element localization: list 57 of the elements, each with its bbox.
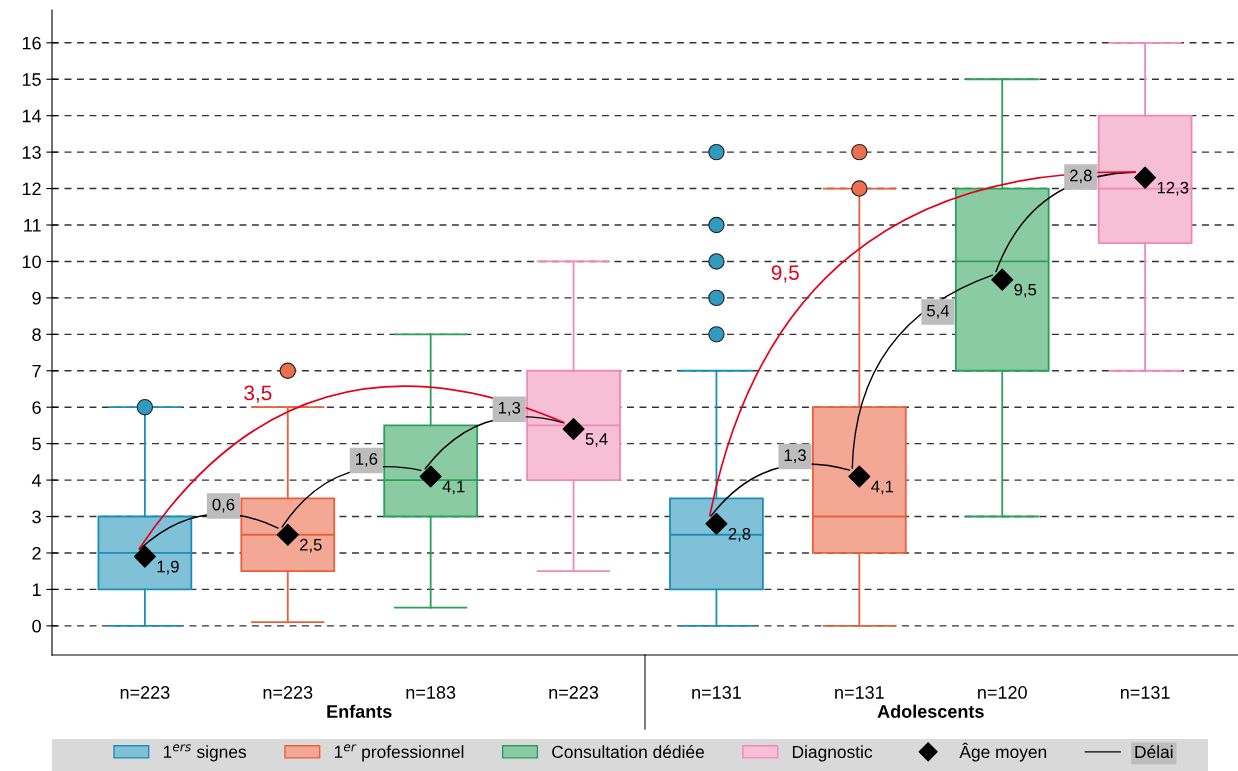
annotation: 1,3 [784, 449, 806, 464]
data-label: 9,5 [1014, 283, 1037, 298]
data-label: 5,4 [585, 433, 608, 447]
y-tick-label: 4 [31, 474, 42, 487]
legend-label: 1$^{ers}$ signes [163, 744, 247, 762]
x-tick-label: n=223 [263, 686, 313, 699]
legend-label: 1$^{er}$ professionnel [334, 744, 464, 762]
y-tick-label: 15 [22, 73, 41, 86]
y-tick-label: 14 [22, 109, 42, 123]
x-tick-label: n=120 [978, 686, 1027, 699]
data-label: 2,5 [300, 538, 322, 553]
point [562, 418, 585, 441]
y-tick-label: 16 [22, 36, 41, 50]
point [991, 268, 1014, 291]
y-tick-label: 10 [22, 255, 41, 269]
point [133, 545, 156, 568]
annotation: 1,6 [356, 453, 378, 467]
x-tick-label: n=223 [549, 686, 599, 699]
annotation: 9,5 [771, 265, 799, 283]
data-label: 4,1 [442, 480, 465, 495]
annotation: 2,8 [1070, 169, 1092, 184]
x-tick-label: n=223 [120, 686, 170, 699]
y-tick-label: 9 [32, 291, 41, 305]
y-tick-label: 6 [32, 401, 41, 414]
y-tick-label: 8 [32, 328, 41, 342]
point [276, 523, 299, 546]
annotation: 3,5 [244, 385, 272, 403]
legend-label: Âge moyen [959, 742, 1047, 762]
y-tick-label: 2 [32, 546, 41, 560]
legend-label: Diagnostic [792, 745, 873, 762]
data-label: 12,3 [1157, 181, 1189, 196]
y-tick-label: 11 [24, 219, 41, 232]
point [1134, 166, 1157, 189]
legend-label: Consultation dédiée [552, 745, 704, 759]
text: Adolescents [877, 704, 984, 718]
x-tick-label: n=131 [1120, 686, 1170, 699]
point [705, 512, 728, 535]
point [848, 465, 871, 488]
y-tick-label: 7 [32, 364, 41, 378]
data-label: 4,1 [871, 480, 894, 495]
y-tick-label: 0 [32, 619, 41, 633]
x-tick-label: n=131 [692, 686, 741, 699]
data-label: 1,9 [157, 560, 179, 575]
annotation: 5,4 [927, 304, 950, 319]
annotation: 1,3 [498, 401, 521, 416]
annotation: 0,6 [212, 498, 235, 513]
point [419, 465, 442, 488]
y-tick-label: 5 [32, 437, 41, 451]
x-tick-label: n=183 [406, 686, 456, 699]
y-tick-label: 1 [32, 583, 41, 596]
text: Enfants [327, 704, 392, 718]
y-tick-label: 3 [32, 510, 41, 524]
text: Délai [1135, 745, 1173, 759]
data-label: 2,8 [728, 527, 751, 542]
x-tick-label: n=131 [835, 686, 884, 699]
y-tick-label: 12 [22, 182, 41, 196]
y-tick-label: 13 [22, 146, 41, 159]
